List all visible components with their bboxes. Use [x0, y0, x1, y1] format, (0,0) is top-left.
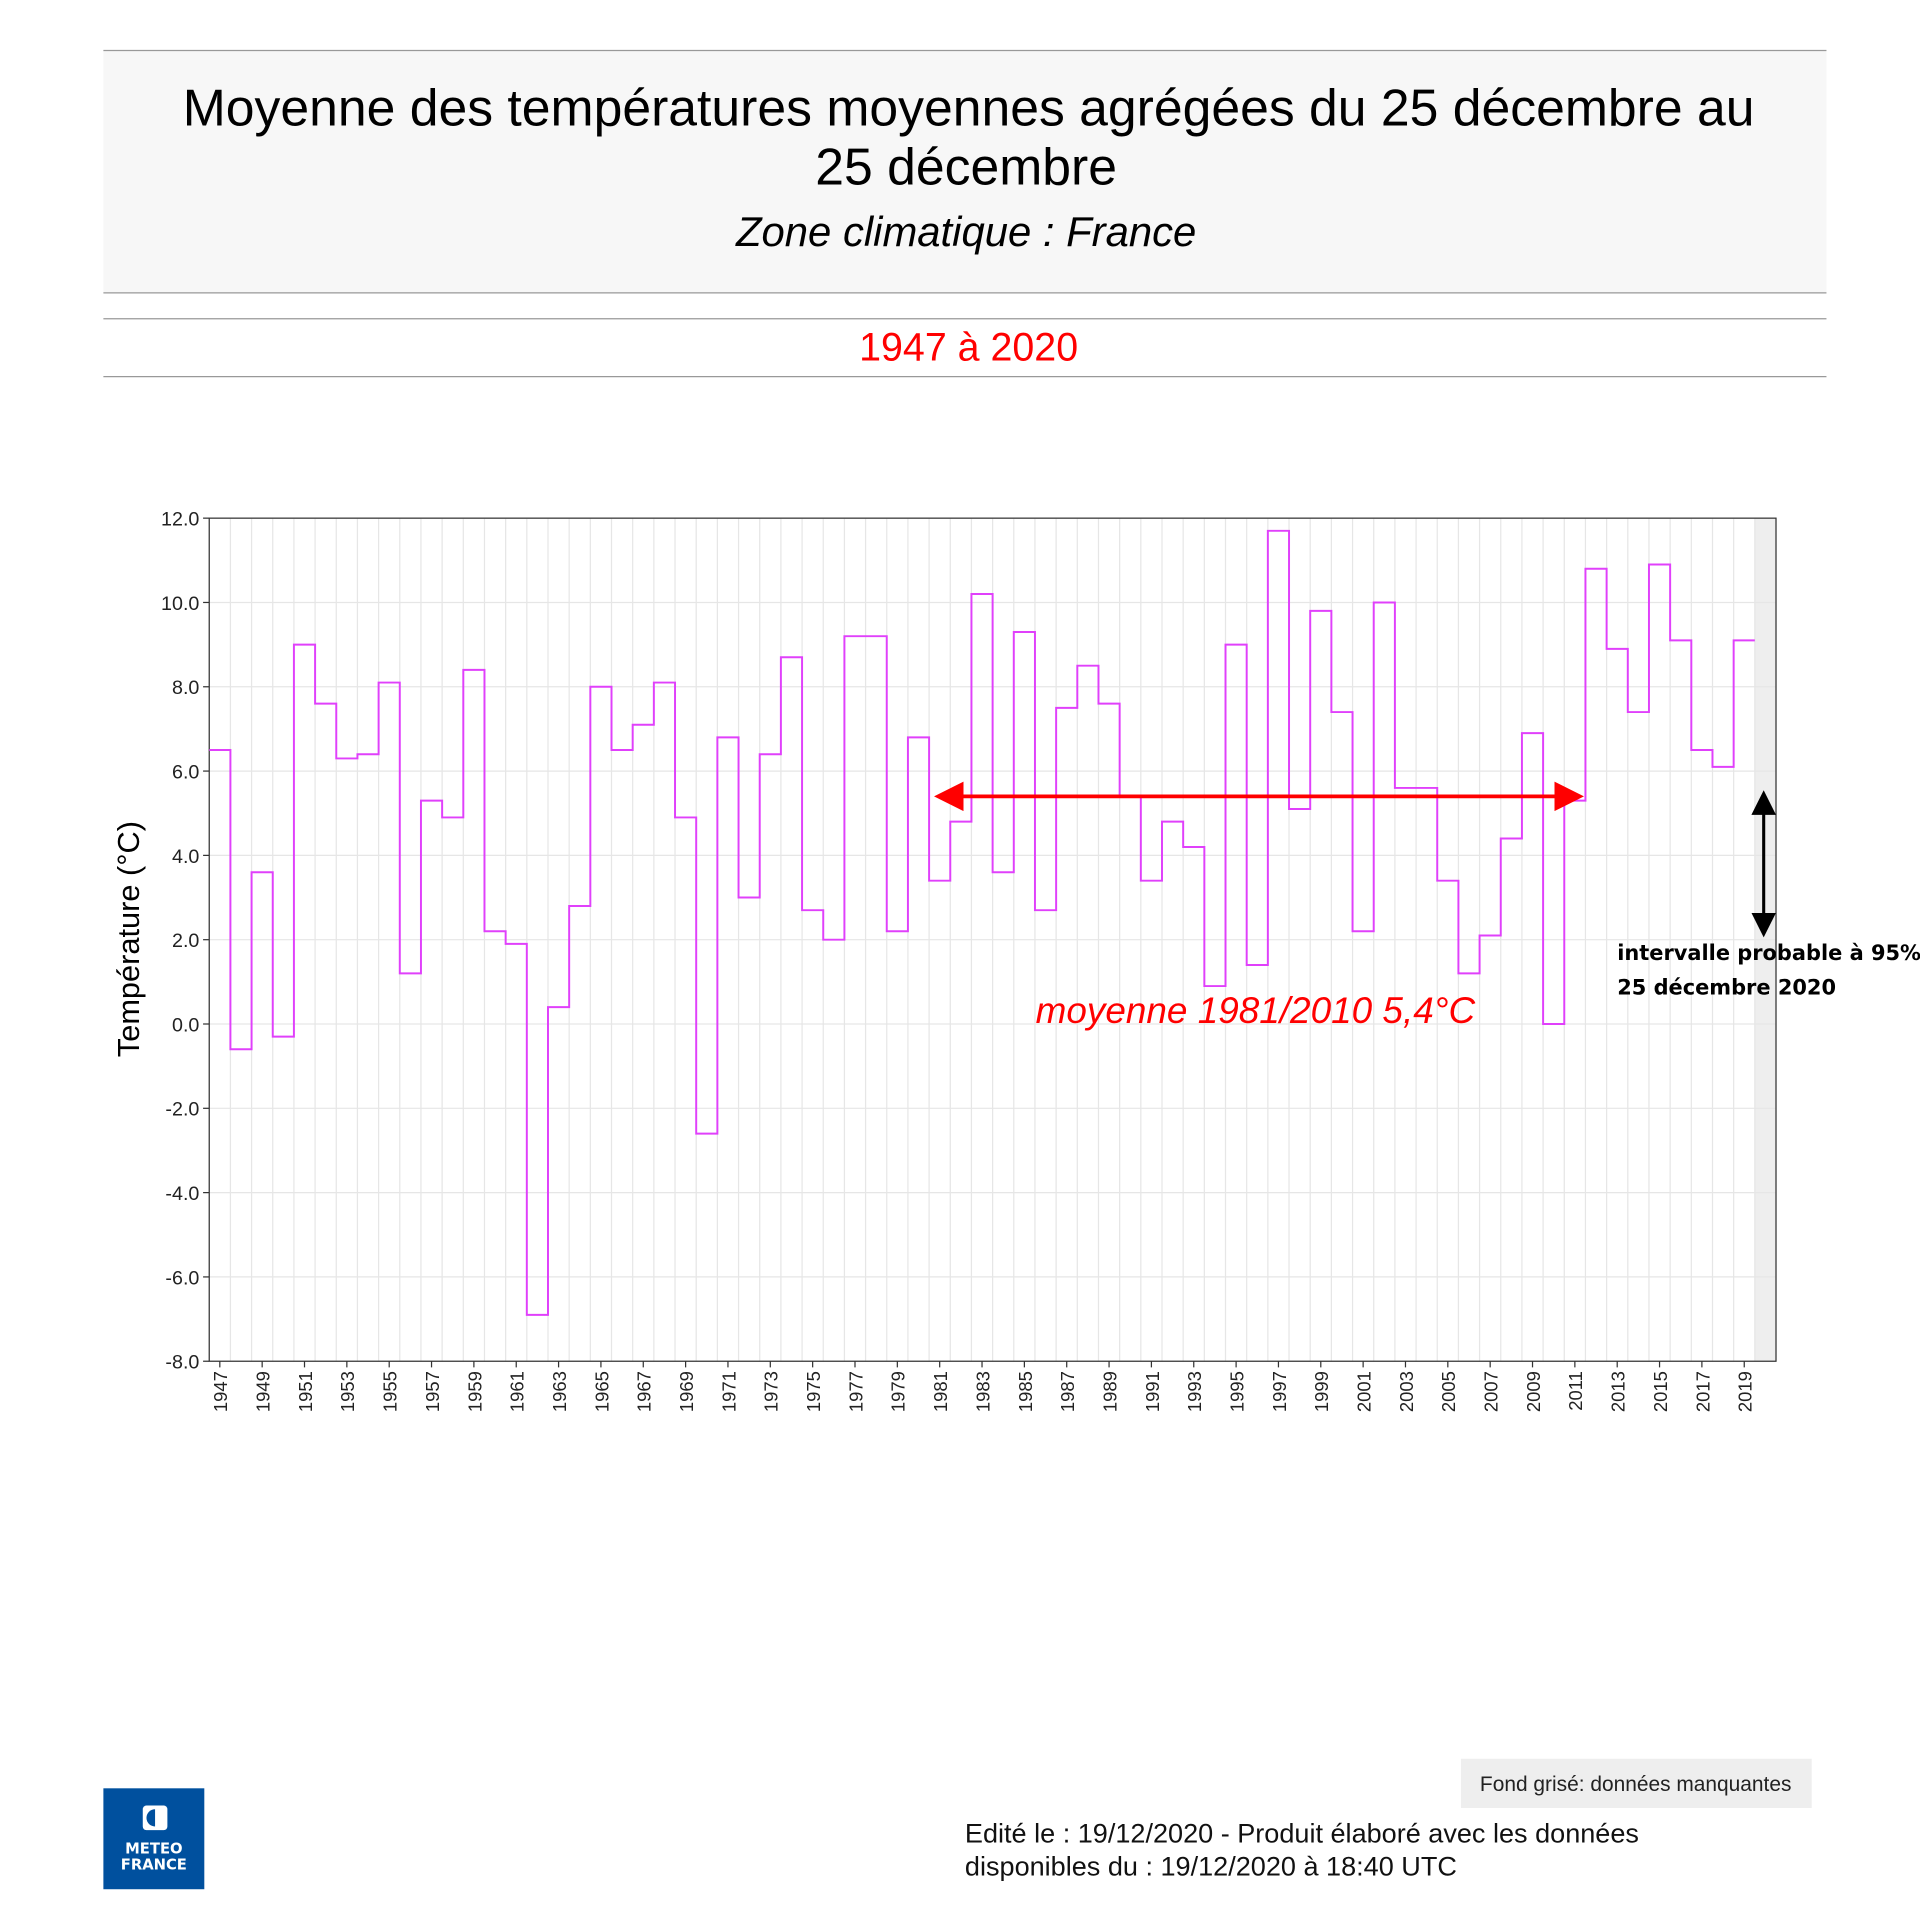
chart-subtitle: Zone climatique : France	[735, 208, 1196, 255]
x-tick-label: 2005	[1438, 1371, 1459, 1412]
x-tick-label: 1971	[718, 1371, 739, 1412]
x-tick-label: 1979	[888, 1371, 909, 1412]
x-tick-label: 1985	[1015, 1371, 1036, 1412]
missing-legend-box	[1460, 1758, 1812, 1808]
chart-title-line2: 25 décembre	[815, 138, 1117, 196]
x-tick-label: 2009	[1523, 1371, 1544, 1412]
x-tick-label: 1983	[972, 1371, 993, 1412]
x-tick-label: 1961	[507, 1371, 528, 1412]
x-tick-label: 1995	[1226, 1371, 1247, 1412]
edit-info-line1: Edité le : 19/12/2020 - Produit élaboré …	[965, 1817, 1639, 1848]
y-tick-label: 10.0	[161, 593, 199, 615]
x-tick-label: 1987	[1057, 1371, 1078, 1412]
y-tick-label: 6.0	[172, 761, 199, 783]
x-tick-label: 1991	[1142, 1371, 1163, 1412]
x-tick-label: 2007	[1481, 1371, 1502, 1412]
y-tick-label: 4.0	[172, 846, 199, 868]
x-tick-label: 1997	[1269, 1371, 1290, 1412]
period-label: 1947 à 2020	[859, 326, 1078, 370]
x-tick-label: 1955	[380, 1371, 401, 1412]
x-tick-label: 1989	[1099, 1371, 1120, 1412]
x-tick-label: 2015	[1650, 1371, 1671, 1412]
x-tick-label: 1993	[1184, 1371, 1205, 1412]
y-axis-label: Température (°C)	[111, 821, 146, 1057]
x-tick-label: 1973	[761, 1371, 782, 1412]
plot-area: 12.0 10.0 8.0 6.0 4.0 2.0 0.0 -2.0 -4.0 -6.0 -8.0 1…	[161, 509, 1777, 1412]
y-tick-label: -8.0	[165, 1352, 199, 1374]
x-tick-label: 1949	[253, 1371, 274, 1412]
normal-annotation: moyenne 1981/2010 5,4°C	[1036, 990, 1476, 1031]
x-tick-label: 1999	[1311, 1371, 1332, 1412]
svg-text:FRANCE: FRANCE	[121, 1857, 187, 1874]
x-tick-label: 1969	[676, 1371, 697, 1412]
x-tick-label: 1957	[422, 1371, 443, 1412]
x-tick-label: 2001	[1354, 1371, 1375, 1412]
x-tick-label: 1959	[464, 1371, 485, 1412]
chart-title-line1: Moyenne des températures moyennes agrégé…	[183, 79, 1755, 137]
x-tick-label: 1975	[803, 1371, 824, 1412]
x-tick-label: 2019	[1735, 1371, 1756, 1412]
x-tick-label: 2011	[1565, 1371, 1586, 1411]
temperature-series-line	[209, 529, 1755, 1316]
x-tick-label: 1953	[337, 1371, 358, 1412]
y-tick-label: 2.0	[172, 930, 199, 952]
x-tick-label: 2013	[1608, 1371, 1629, 1412]
x-tick-label: 1963	[549, 1371, 570, 1412]
x-tick-label: 1977	[845, 1371, 866, 1412]
y-tick-label: 0.0	[172, 1014, 199, 1036]
meteo-france-logo: METEO FRANCE	[103, 1788, 205, 1890]
y-tick-label: 12.0	[161, 509, 199, 531]
y-tick-label: -4.0	[165, 1183, 199, 1205]
title-panel	[103, 50, 1827, 293]
interval-annotation-line1: intervalle probable à 95%	[1617, 941, 1920, 965]
edit-info-line2: disponibles du : 19/12/2020 à 18:40 UTC	[965, 1851, 1457, 1882]
missing-legend: Fond grisé: données manquantes	[1480, 1773, 1791, 1796]
x-tick-label: 1947	[210, 1371, 231, 1412]
plot-frame	[208, 517, 1777, 1362]
interval-annotation-line2: 25 décembre 2020	[1617, 975, 1836, 999]
x-tick-label: 1965	[591, 1371, 612, 1412]
x-tick-label: 1967	[634, 1371, 655, 1412]
svg-text:METEO: METEO	[125, 1841, 182, 1858]
x-tick-label: 1951	[295, 1371, 316, 1412]
x-tick-label: 2003	[1396, 1371, 1417, 1412]
y-tick-label: -6.0	[165, 1267, 199, 1289]
y-tick-label: 8.0	[172, 677, 199, 699]
x-tick-label: 2017	[1692, 1371, 1713, 1412]
x-tick-label: 1981	[930, 1371, 951, 1412]
y-tick-label: -2.0	[165, 1099, 199, 1121]
